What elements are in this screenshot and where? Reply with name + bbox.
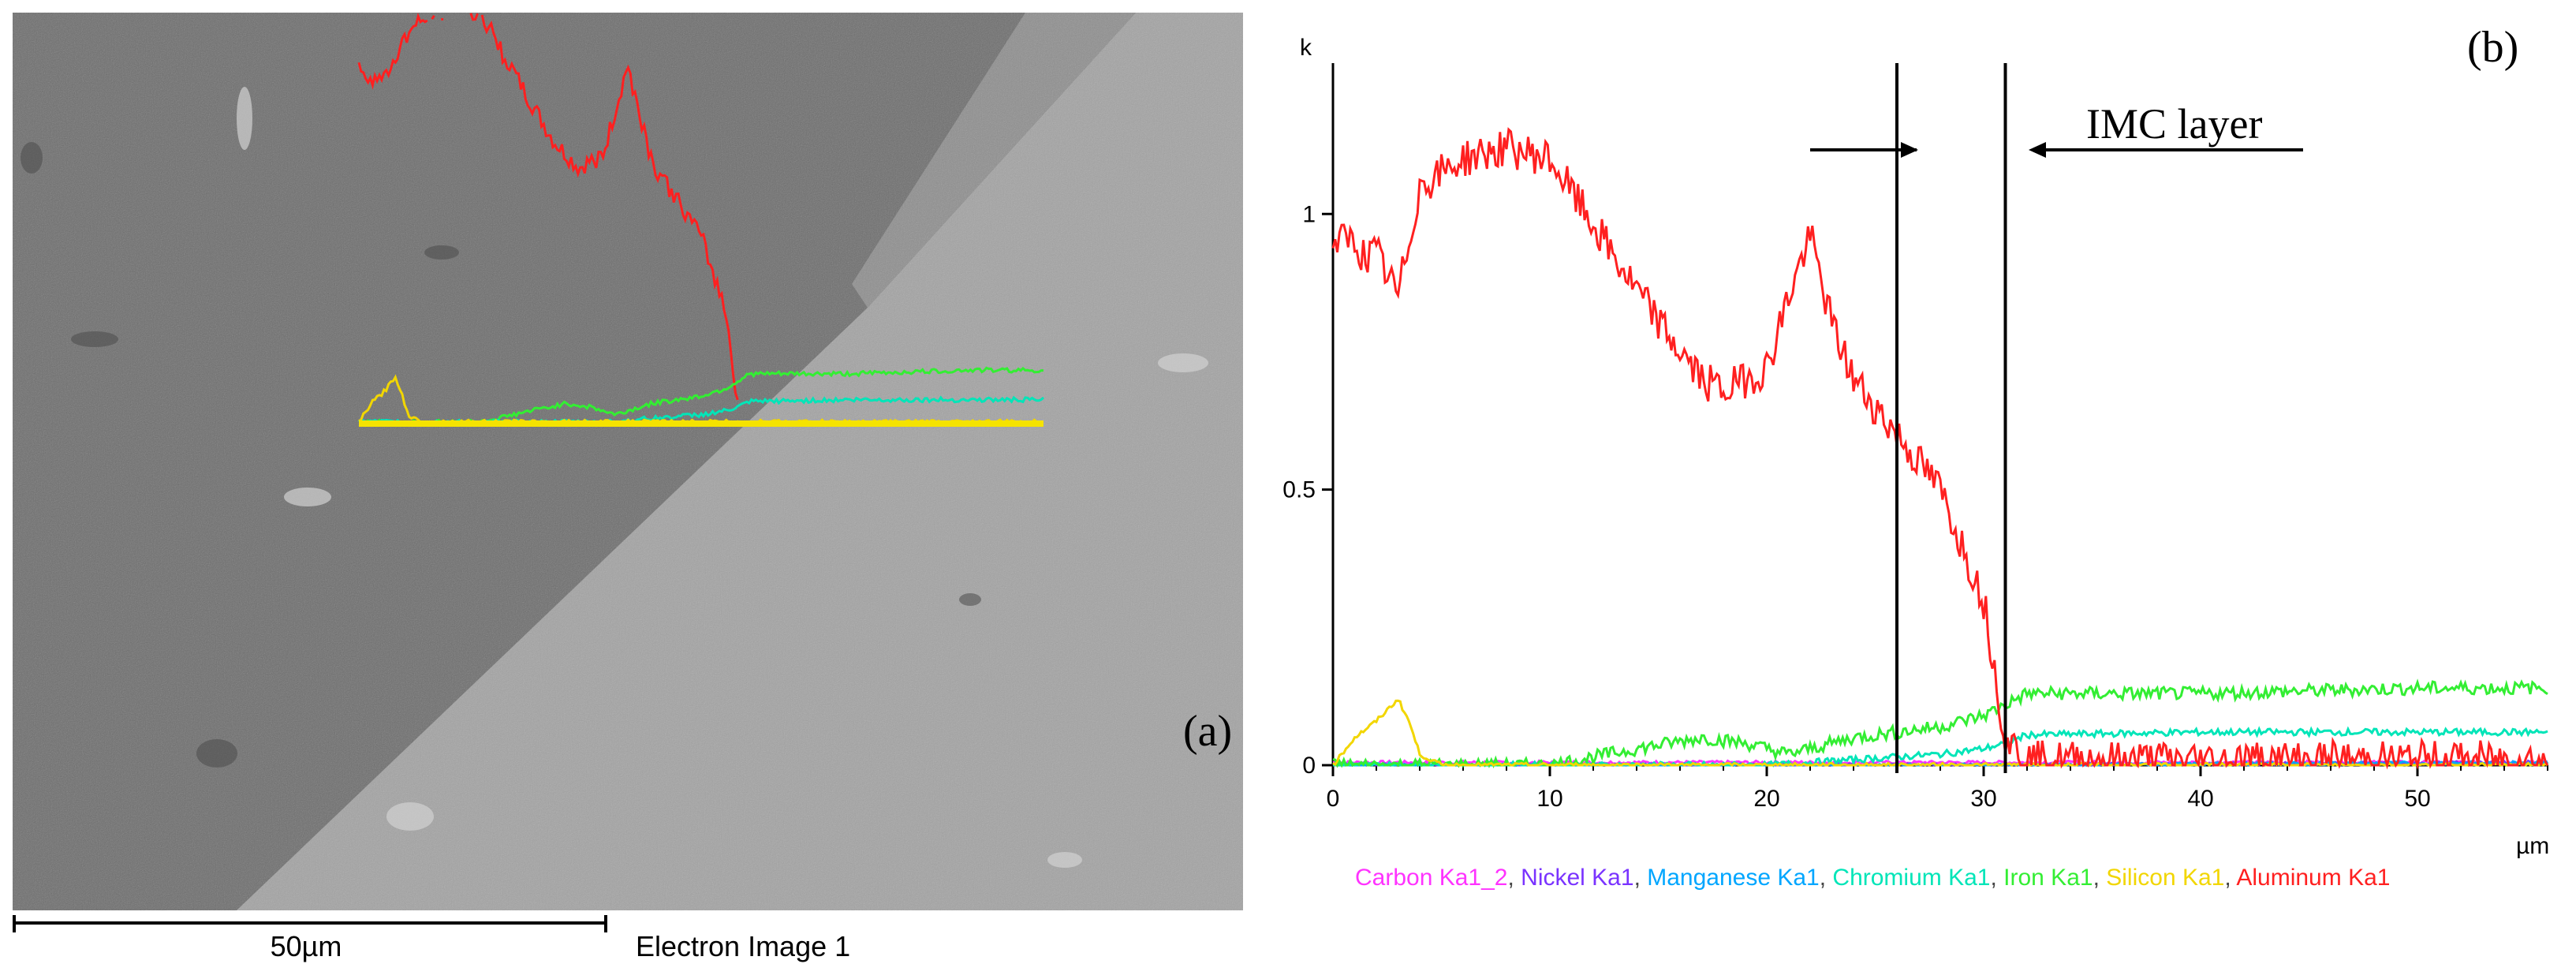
imc-layer-label: IMC layer	[2086, 100, 2262, 148]
legend-separator: ,	[1507, 865, 1521, 891]
legend-separator: ,	[2093, 865, 2107, 891]
eds-chart: (b) k µm 0 10 20 30 40 50 0 0.5 1 IMC layer Carb…	[1282, 23, 2549, 891]
x-unit-label: µm	[2516, 833, 2549, 859]
y-tick-label: 1	[1302, 201, 1316, 227]
legend-separator: ,	[1990, 865, 2003, 891]
image-caption: Electron Image 1	[636, 930, 850, 962]
y-tick-label: 0	[1302, 753, 1316, 779]
legend-entry: Chromium Ka1	[1832, 865, 1990, 891]
imc-arrowhead-left	[1901, 142, 1918, 158]
series-chromium-ka1	[1333, 726, 2548, 768]
legend-entry: Carbon Ka1_2	[1355, 865, 1507, 891]
x-tick-label: 50	[2404, 786, 2430, 812]
legend-entry: Iron Ka1	[2003, 865, 2093, 891]
imc-boundary-markers	[1895, 63, 2007, 773]
overlay-series-aluminum-ka1	[357, 13, 739, 401]
sem-scan-line	[359, 420, 1043, 427]
chart-axes: 0 10 20 30 40 50 0 0.5 1	[1282, 63, 2548, 812]
legend-entry: Nickel Ka1	[1521, 865, 1633, 891]
x-tick-label: 10	[1536, 786, 1562, 812]
sem-bright-spots	[237, 87, 1208, 868]
legend-entry: Manganese Ka1	[1647, 865, 1820, 891]
imc-arrowhead-right	[2029, 142, 2046, 158]
panel-a-label: (a)	[1183, 707, 1232, 756]
series-iron-ka1	[1332, 678, 2548, 769]
x-tick-label: 30	[1970, 786, 1996, 812]
legend-separator: ,	[1820, 865, 1833, 891]
sem-panel: (a)	[13, 13, 1243, 910]
y-unit-label: k	[1300, 35, 1312, 61]
x-tick-label: 40	[2187, 786, 2213, 812]
scale-bar: 50µm	[13, 915, 607, 962]
legend-entry: Aluminum Ka1	[2236, 865, 2390, 891]
sem-texture	[13, 13, 1243, 910]
x-tick-label: 20	[1753, 786, 1779, 812]
y-tick-label: 0.5	[1282, 477, 1316, 503]
scale-bar-label: 50µm	[271, 930, 342, 962]
legend-entry: Silicon Ka1	[2106, 865, 2224, 891]
panel-b-label: (b)	[2467, 23, 2518, 72]
imc-annotation: IMC layer	[1810, 100, 2303, 158]
legend-separator: ,	[1634, 865, 1648, 891]
chart-series	[1331, 127, 2549, 770]
sem-dark-spots	[21, 142, 981, 768]
chart-legend: Carbon Ka1_2, Nickel Ka1, Manganese Ka1,…	[1355, 865, 2390, 891]
series-aluminum-ka1	[1331, 127, 2549, 770]
x-tick-label: 0	[1327, 786, 1340, 812]
legend-separator: ,	[2224, 865, 2236, 891]
